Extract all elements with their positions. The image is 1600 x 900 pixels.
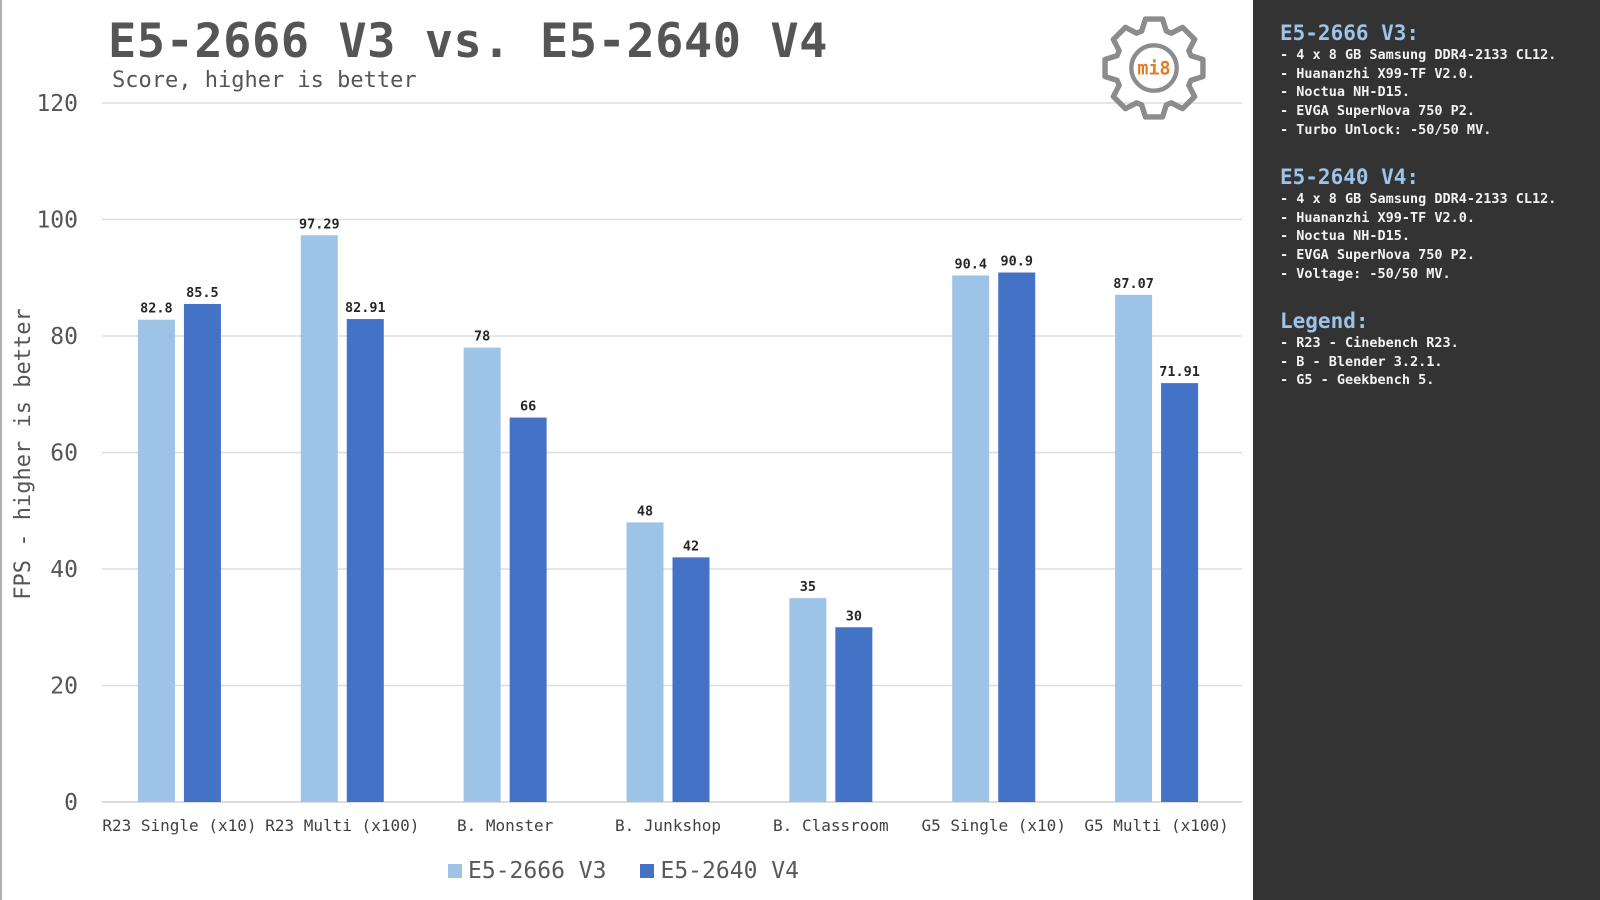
gear-outline [1102, 16, 1206, 120]
x-tick-label: R23 Single (x10) [102, 816, 256, 835]
bar [463, 347, 501, 802]
specs-list-v3: - 4 x 8 GB Samsung DDR4-2133 CL12. - Hua… [1280, 46, 1556, 140]
data-label: 78 [474, 329, 490, 345]
specs-heading-legend: Legend: [1280, 309, 1369, 333]
data-label: 66 [520, 399, 536, 415]
chart-legend: E5-2666 V3 E5-2640 V4 [448, 858, 799, 884]
bar [1115, 294, 1153, 802]
bar [1161, 383, 1199, 802]
spec-item: - 4 x 8 GB Samsung DDR4-2133 CL12. [1280, 47, 1557, 63]
data-label: 87.07 [1113, 276, 1154, 292]
bar [346, 319, 384, 802]
data-label: 85.5 [186, 285, 219, 301]
specs-section-v3: E5-2666 V3: - 4 x 8 GB Samsung DDR4-2133… [1280, 20, 1556, 140]
bar [300, 235, 338, 802]
bar [137, 319, 175, 802]
y-axis-label: FPS - higher is better [11, 308, 36, 599]
legend-note-item: - B - Blender 3.2.1. [1280, 353, 1443, 370]
bar [835, 627, 873, 802]
spec-item: - 4 x 8 GB Samsung DDR4-2133 CL12. [1280, 191, 1557, 207]
legend-swatch-v3 [448, 864, 462, 878]
spec-item: - Noctua NH-D15. [1280, 84, 1411, 101]
y-tick-label: 20 [50, 674, 78, 700]
x-tick-label: B. Classroom [773, 816, 889, 835]
legend-swatch-v4 [640, 864, 655, 878]
logo-inner-ring [1129, 43, 1179, 93]
specs-section-legend: Legend: - R23 - Cinebench R23. - B - Ble… [1280, 308, 1459, 390]
spec-item: - Noctua NH-D15. [1280, 228, 1411, 245]
y-tick-label: 120 [36, 91, 78, 117]
x-tick-label: R23 Multi (x100) [265, 816, 419, 835]
data-label: 90.4 [954, 256, 987, 272]
x-tick-label: B. Monster [457, 816, 554, 835]
x-tick-label: B. Junkshop [615, 816, 721, 835]
legend-label-v4: E5-2640 V4 [660, 858, 799, 884]
legend-item-v4[interactable]: E5-2640 V4 [640, 858, 799, 884]
data-label: 82.8 [140, 301, 173, 317]
specs-list-legend: - R23 - Cinebench R23. - B - Blender 3.2… [1280, 334, 1459, 390]
logo-text: mi8 [1137, 58, 1170, 79]
spec-item: - Huananzhi X99-TF V2.0. [1280, 209, 1476, 226]
bar [626, 522, 664, 802]
data-label: 71.91 [1159, 364, 1200, 380]
data-label: 82.91 [345, 300, 386, 316]
data-label: 30 [846, 608, 862, 624]
specs-section-v4: E5-2640 V4: - 4 x 8 GB Samsung DDR4-2133… [1280, 164, 1556, 284]
spec-item: - Voltage: -50/50 MV. [1280, 265, 1451, 282]
chart-title: E5-2666 V3 vs. E5-2640 V4 [108, 14, 828, 69]
data-label: 48 [637, 503, 653, 519]
y-tick-label: 100 [36, 208, 78, 234]
bar [952, 275, 990, 802]
specs-heading-v4: E5-2640 V4: [1280, 165, 1420, 189]
bar [789, 598, 827, 802]
data-label: 35 [800, 579, 816, 595]
bar [509, 417, 547, 802]
data-label: 42 [683, 538, 699, 554]
bar [183, 303, 221, 802]
spec-item: - EVGA SuperNova 750 P2. [1280, 247, 1476, 264]
legend-note-item: - G5 - Geekbench 5. [1280, 372, 1435, 389]
bar [998, 272, 1036, 802]
spec-item: - Huananzhi X99-TF V2.0. [1280, 65, 1476, 82]
data-label: 97.29 [299, 216, 340, 232]
data-label: 90.9 [1000, 254, 1033, 270]
specs-list-v4: - 4 x 8 GB Samsung DDR4-2133 CL12. - Hua… [1280, 190, 1556, 284]
x-tick-label: G5 Single (x10) [921, 816, 1066, 835]
legend-label-v3: E5-2666 V3 [468, 858, 607, 884]
legend-note-item: - R23 - Cinebench R23. [1280, 335, 1459, 351]
legend-item-v3[interactable]: E5-2666 V3 [448, 858, 606, 884]
gear-icon: mi8 [1102, 16, 1206, 120]
y-tick-label: 60 [50, 441, 78, 467]
spec-item: - EVGA SuperNova 750 P2. [1280, 103, 1476, 120]
bar-chart: 0 20 40 60 80 100 120 FPS - higher is better 82.… [11, 91, 1242, 835]
chart-subtitle: Score, higher is better [112, 68, 417, 93]
y-tick-label: 0 [64, 790, 78, 816]
logo-gear [1102, 16, 1206, 120]
chart-area: 0 20 40 60 80 100 120 FPS - higher is better 82.… [0, 0, 1253, 900]
specs-side-panel: E5-2666 V3: - 4 x 8 GB Samsung DDR4-2133… [1253, 0, 1600, 900]
spec-item: - Turbo Unlock: -50/50 MV. [1280, 121, 1492, 138]
specs-heading-v3: E5-2666 V3: [1280, 21, 1420, 45]
bar [672, 557, 710, 802]
x-tick-label: G5 Multi (x100) [1084, 816, 1229, 835]
y-tick-label: 80 [50, 324, 78, 350]
y-tick-label: 40 [50, 557, 78, 583]
